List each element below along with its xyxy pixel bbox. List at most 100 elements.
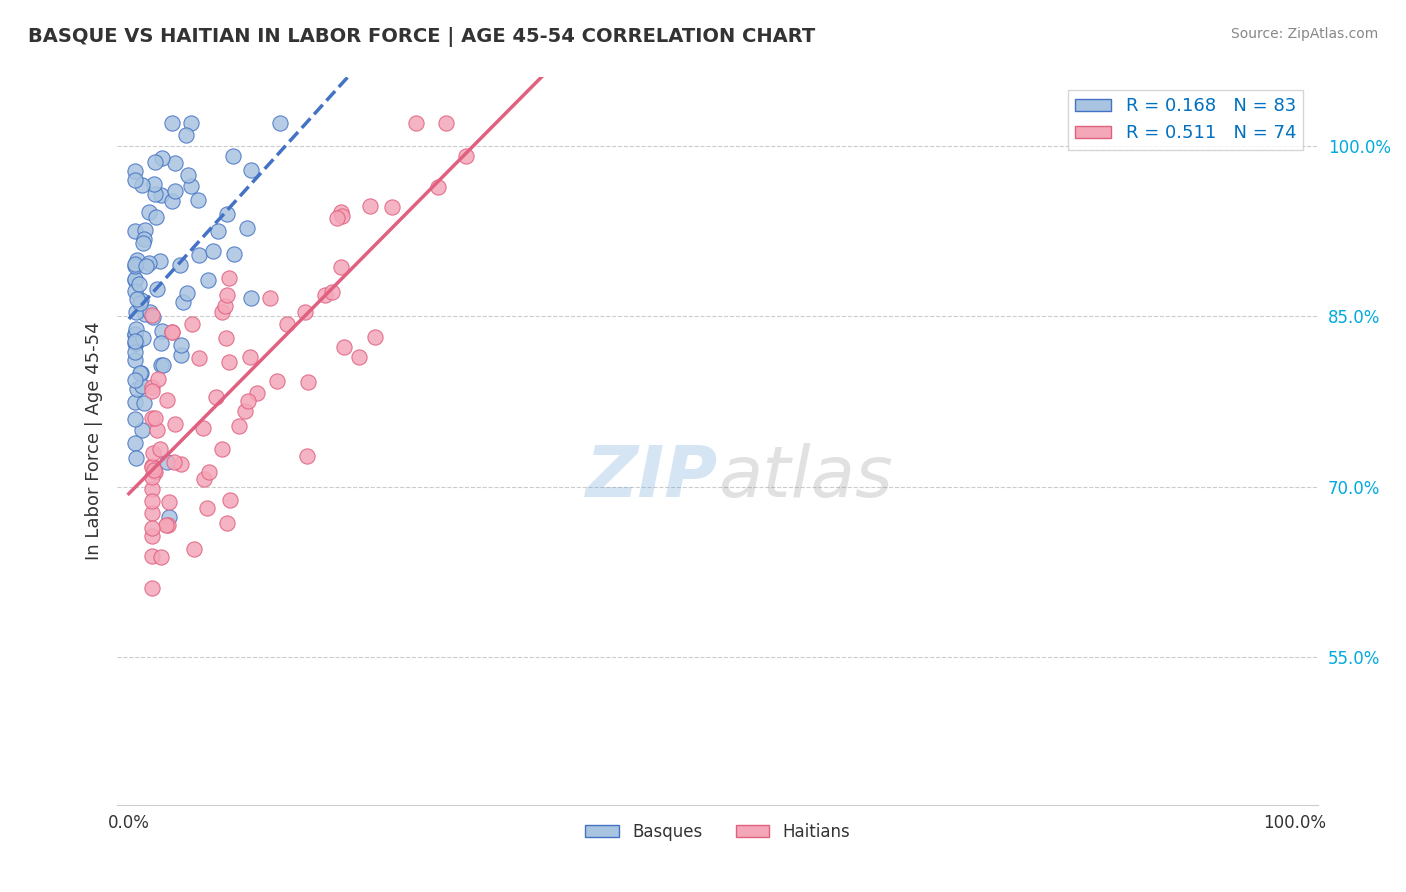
Basques — [169, 338, 191, 352]
Basques — [125, 322, 148, 336]
Basques — [131, 178, 153, 193]
Basques — [142, 310, 165, 324]
Haitians — [141, 506, 163, 520]
Haitians — [294, 305, 316, 319]
Haitians — [160, 325, 183, 339]
Haitians — [333, 340, 356, 354]
Basques — [157, 510, 180, 524]
Basques — [149, 358, 172, 372]
Basques — [163, 156, 186, 170]
Basques — [240, 291, 263, 305]
Basques — [156, 455, 179, 469]
Haitians — [141, 482, 163, 496]
Haitians — [146, 372, 169, 386]
Basques — [129, 293, 152, 307]
Basques — [125, 451, 148, 466]
Haitians — [297, 375, 319, 389]
Basques — [124, 328, 146, 343]
Haitians — [163, 455, 186, 469]
Haitians — [143, 463, 166, 477]
Haitians — [228, 418, 250, 433]
Haitians — [191, 421, 214, 435]
Haitians — [141, 529, 163, 543]
Basques — [138, 256, 160, 270]
Basques — [143, 187, 166, 202]
Basques — [152, 358, 174, 372]
Haitians — [141, 458, 163, 473]
Haitians — [211, 304, 233, 318]
Haitians — [325, 211, 347, 225]
Basques — [131, 331, 153, 345]
Basques — [160, 116, 183, 130]
Basques — [170, 348, 193, 362]
Basques — [215, 206, 238, 220]
Haitians — [434, 116, 457, 130]
Basques — [240, 162, 263, 177]
Basques — [128, 277, 150, 291]
Basques — [222, 149, 245, 163]
Basques — [124, 259, 146, 273]
Basques — [150, 187, 173, 202]
Basques — [188, 248, 211, 262]
Text: atlas: atlas — [717, 443, 893, 512]
Basques — [125, 292, 148, 306]
Basques — [124, 336, 146, 351]
Basques — [125, 335, 148, 350]
Basques — [124, 373, 146, 387]
Haitians — [218, 355, 240, 369]
Basques — [125, 252, 148, 267]
Basques — [124, 394, 146, 409]
Basques — [124, 172, 146, 186]
Basques — [124, 411, 146, 425]
Basques — [149, 336, 172, 351]
Haitians — [364, 330, 387, 344]
Haitians — [181, 317, 204, 331]
Haitians — [160, 325, 183, 339]
Haitians — [259, 291, 281, 305]
Text: BASQUE VS HAITIAN IN LABOR FORCE | AGE 45-54 CORRELATION CHART: BASQUE VS HAITIAN IN LABOR FORCE | AGE 4… — [28, 27, 815, 46]
Haitians — [141, 520, 163, 534]
Haitians — [214, 299, 236, 313]
Haitians — [156, 393, 179, 408]
Haitians — [427, 179, 450, 194]
Basques — [180, 116, 202, 130]
Haitians — [314, 288, 336, 302]
Haitians — [205, 390, 228, 404]
Haitians — [149, 442, 172, 456]
Basques — [150, 324, 173, 338]
Haitians — [141, 470, 163, 484]
Basques — [187, 193, 209, 207]
Haitians — [214, 331, 236, 345]
Haitians — [454, 149, 477, 163]
Haitians — [218, 271, 240, 285]
Haitians — [155, 518, 177, 533]
Haitians — [217, 516, 239, 530]
Basques — [145, 211, 167, 225]
Haitians — [157, 495, 180, 509]
Basques — [160, 194, 183, 208]
Haitians — [143, 411, 166, 425]
Text: Source: ZipAtlas.com: Source: ZipAtlas.com — [1230, 27, 1378, 41]
Haitians — [233, 404, 256, 418]
Basques — [127, 382, 149, 396]
Haitians — [183, 541, 205, 556]
Basques — [134, 232, 156, 246]
Basques — [124, 224, 146, 238]
Basques — [124, 436, 146, 450]
Basques — [132, 236, 155, 251]
Basques — [134, 307, 156, 321]
Basques — [139, 305, 162, 319]
Haitians — [143, 465, 166, 479]
Basques — [129, 366, 152, 380]
Haitians — [246, 386, 269, 401]
Haitians — [295, 449, 318, 463]
Haitians — [141, 581, 163, 595]
Basques — [125, 304, 148, 318]
Basques — [145, 282, 167, 296]
Haitians — [188, 351, 211, 365]
Basques — [138, 205, 160, 219]
Basques — [124, 273, 146, 287]
Basques — [176, 286, 198, 301]
Basques — [134, 396, 156, 410]
Basques — [169, 258, 191, 272]
